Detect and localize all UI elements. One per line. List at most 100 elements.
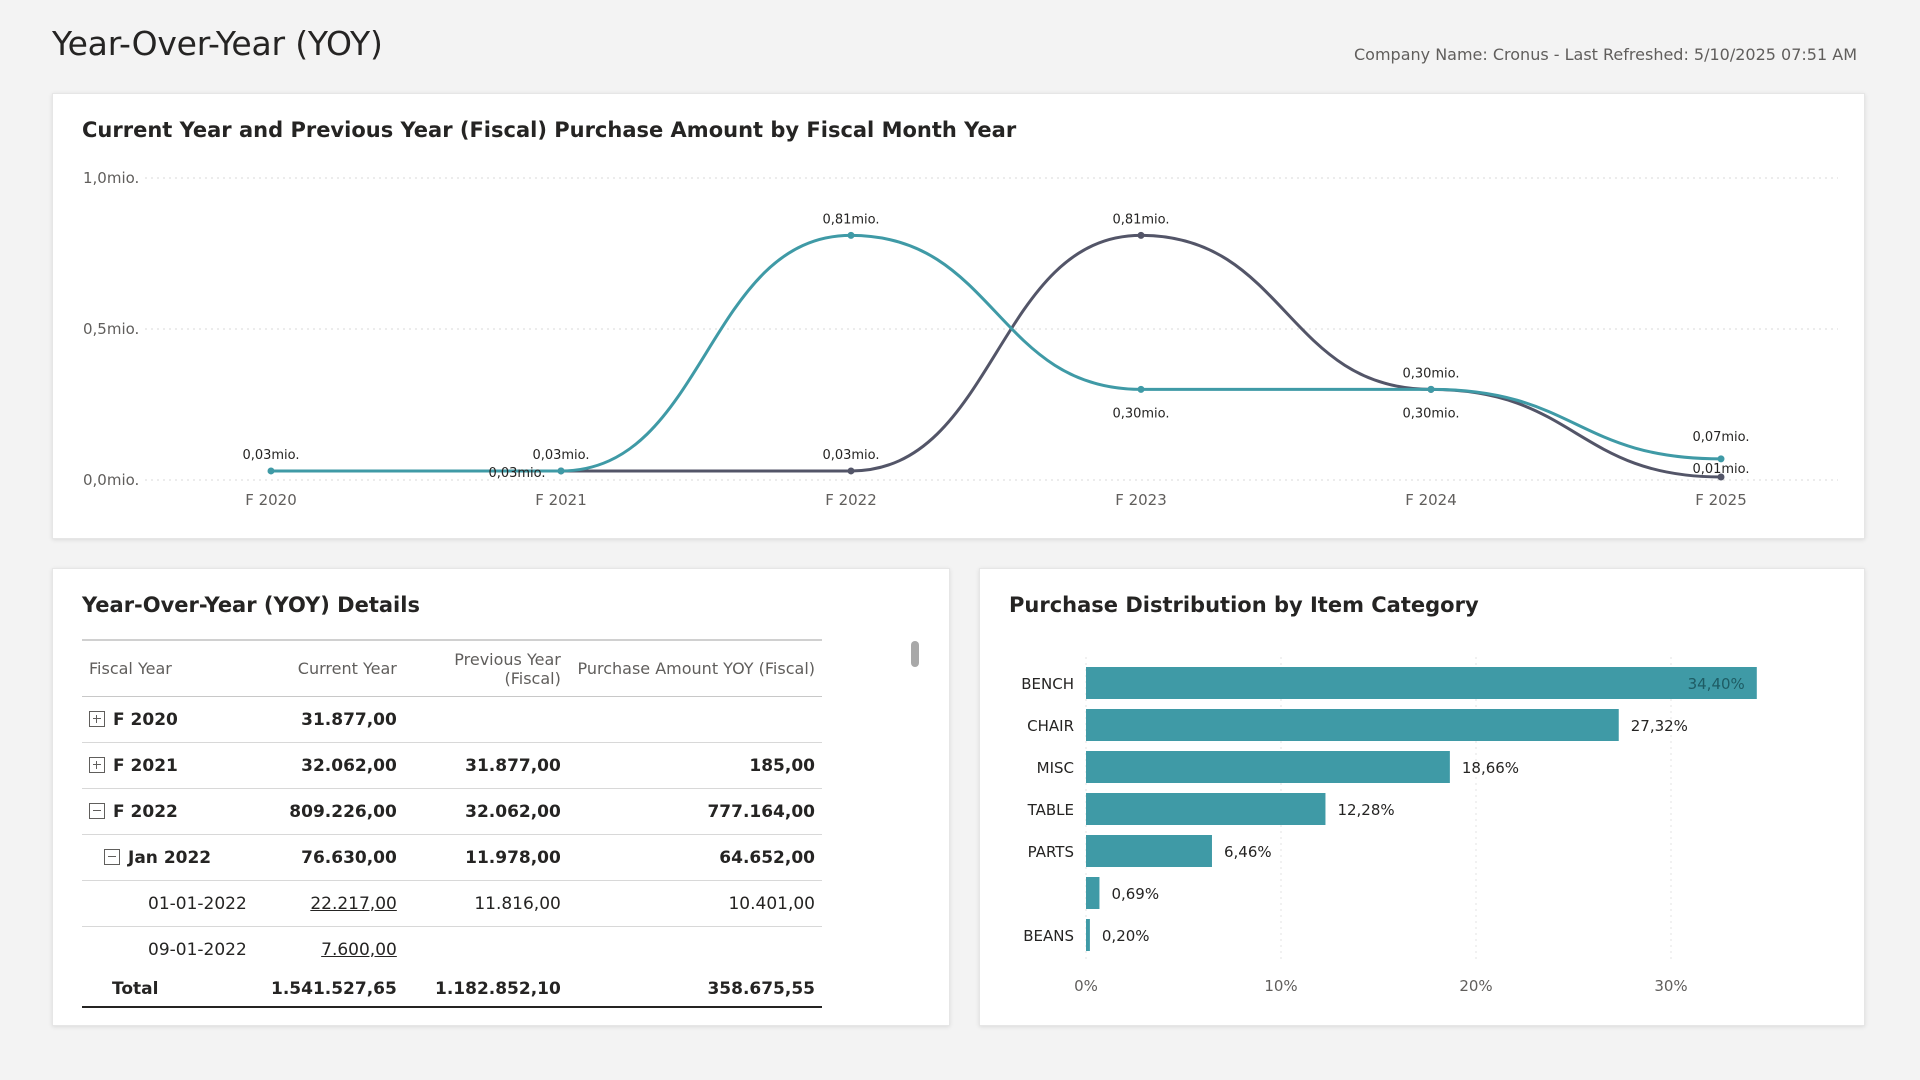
bar-chart-card[interactable]: Purchase Distribution by Item Category 0… [979, 568, 1865, 1026]
bar[interactable] [1086, 793, 1326, 825]
cell-current: 76.630,00 [264, 834, 404, 881]
data-point[interactable] [557, 467, 565, 475]
total-label: Total [82, 972, 264, 1008]
data-point[interactable] [1717, 455, 1725, 463]
line-data-label: 0,03mio. [822, 448, 879, 463]
bar[interactable] [1086, 751, 1450, 783]
cell-current: 31.877,00 [264, 696, 404, 743]
y-tick-label: 1,0mio. [83, 169, 139, 187]
cell-previous: 11.978,00 [403, 834, 568, 881]
cell-yoy: 185,00 [567, 742, 822, 789]
cell-current-link[interactable]: 7.600,00 [321, 939, 397, 960]
line-chart-title: Current Year and Previous Year (Fiscal) … [82, 118, 1017, 142]
bar[interactable] [1086, 877, 1100, 909]
x-tick-label: 10% [1264, 977, 1297, 995]
line-data-label: 0,30mio. [1112, 406, 1169, 421]
line-data-label: 0,30mio. [1402, 406, 1459, 421]
y-tick-label: 0,0mio. [83, 471, 139, 489]
cell-previous [404, 927, 568, 973]
data-point[interactable] [847, 467, 855, 475]
line-data-label: 0,07mio. [1692, 430, 1749, 445]
row-label: 01-01-2022 [82, 880, 264, 927]
x-tick-label: F 2025 [1695, 491, 1747, 509]
bar-data-label: 0,20% [1102, 927, 1150, 945]
data-point[interactable] [267, 467, 275, 475]
category-label: BEANS [1023, 927, 1074, 945]
line-series-previous[interactable] [560, 233, 1722, 479]
bar-data-label: 34,40% [1688, 675, 1745, 693]
data-point[interactable] [847, 231, 855, 239]
x-tick-label: 0% [1074, 977, 1098, 995]
bar-chart-title: Purchase Distribution by Item Category [1009, 593, 1479, 617]
table-row[interactable]: 09-01-2022 7.600,00 [82, 927, 822, 973]
data-point[interactable] [1137, 385, 1145, 393]
total-current: 1.541.527,65 [264, 972, 404, 1008]
data-point[interactable] [1427, 385, 1435, 393]
table-row[interactable]: F 2021 32.062,00 31.877,00 185,00 [82, 742, 822, 789]
cell-yoy: 10.401,00 [567, 880, 822, 927]
col-header-yoy[interactable]: Purchase Amount YOY (Fiscal) [567, 639, 822, 697]
expand-icon[interactable] [89, 756, 105, 773]
page-title: Year-Over-Year (YOY) [52, 24, 383, 63]
bar-data-label: 12,28% [1337, 801, 1394, 819]
expand-icon[interactable] [89, 710, 105, 727]
bar[interactable] [1086, 709, 1619, 741]
category-label: CHAIR [1027, 717, 1074, 735]
line-data-label: 0,30mio. [1402, 366, 1459, 381]
table-total-row: Total 1.541.527,65 1.182.852,10 358.675,… [82, 972, 822, 1008]
table-row[interactable]: 01-01-2022 22.217,00 11.816,00 10.401,00 [82, 880, 822, 927]
yoy-details-table[interactable]: Fiscal Year Current Year Previous Year (… [82, 639, 822, 1008]
category-label: BENCH [1021, 675, 1074, 693]
col-header-current-year[interactable]: Current Year [264, 639, 404, 697]
line-data-label: 0,01mio. [1692, 462, 1749, 477]
x-tick-label: 20% [1459, 977, 1492, 995]
bar-chart[interactable]: 0% 10% 20% 30% BENCH 34,40% CHAIR 27,32% MISC 18,… [980, 569, 1864, 1025]
y-tick-label: 0,5mio. [83, 320, 139, 338]
line-series-current[interactable] [270, 233, 1722, 473]
row-label: 09-01-2022 [148, 939, 247, 960]
x-tick-label: F 2024 [1405, 491, 1457, 509]
cell-previous: 31.877,00 [403, 742, 568, 789]
table-scrollbar[interactable] [911, 641, 919, 667]
data-point[interactable] [1137, 231, 1145, 239]
bar[interactable] [1086, 835, 1212, 867]
total-yoy: 358.675,55 [567, 972, 822, 1008]
col-header-fiscal-year[interactable]: Fiscal Year [82, 639, 264, 697]
cell-previous: 11.816,00 [403, 880, 568, 927]
x-tick-label: F 2021 [535, 491, 587, 509]
x-tick-label: F 2020 [245, 491, 297, 509]
yoy-details-title: Year-Over-Year (YOY) Details [82, 593, 420, 617]
cell-current-link[interactable]: 22.217,00 [310, 893, 397, 914]
bar-data-label: 0,69% [1111, 885, 1159, 903]
cell-yoy: 64.652,00 [567, 834, 822, 881]
col-header-previous-year[interactable]: Previous Year (Fiscal) [403, 639, 568, 697]
row-label: Jan 2022 [128, 847, 212, 868]
table-row[interactable]: F 2022 809.226,00 32.062,00 777.164,00 [82, 788, 822, 835]
collapse-icon[interactable] [89, 802, 105, 819]
x-tick-label: F 2023 [1115, 491, 1167, 509]
line-data-label: 0,81mio. [822, 212, 879, 227]
line-data-label: 0,03mio. [242, 448, 299, 463]
line-chart[interactable]: 0,0mio. 0,5mio. 1,0mio. F 2020 F 2021 F 2022 F… [53, 94, 1864, 538]
cell-yoy [567, 696, 822, 743]
line-data-label: 0,03mio. [532, 448, 589, 463]
cell-previous [403, 696, 568, 743]
collapse-icon[interactable] [104, 848, 120, 865]
table-row[interactable]: Jan 2022 76.630,00 11.978,00 64.652,00 [82, 834, 822, 881]
total-previous: 1.182.852,10 [403, 972, 568, 1008]
line-chart-card[interactable]: Current Year and Previous Year (Fiscal) … [52, 93, 1865, 539]
x-tick-label: 30% [1654, 977, 1687, 995]
row-label: F 2021 [113, 755, 178, 776]
category-label: TABLE [1027, 801, 1074, 819]
category-label: MISC [1037, 759, 1074, 777]
yoy-details-card[interactable]: Year-Over-Year (YOY) Details Fiscal Year… [52, 568, 950, 1026]
bar[interactable] [1086, 919, 1090, 951]
bar-data-label: 18,66% [1462, 759, 1519, 777]
table-row[interactable]: F 2020 31.877,00 [82, 696, 822, 743]
bar[interactable] [1086, 667, 1757, 699]
x-tick-label: F 2022 [825, 491, 877, 509]
line-data-label: 0,03mio. [488, 466, 545, 481]
category-label: PARTS [1028, 843, 1074, 861]
cell-previous: 32.062,00 [403, 788, 568, 835]
data-point[interactable] [1717, 473, 1725, 481]
